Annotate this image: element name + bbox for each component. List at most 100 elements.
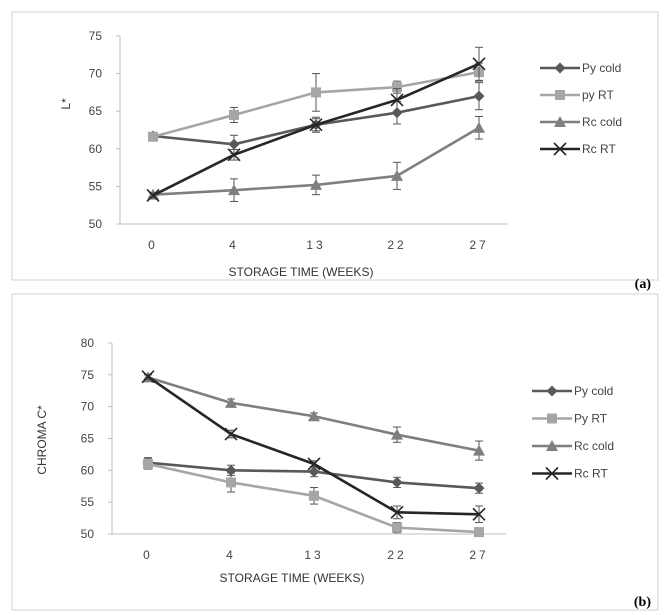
- panel-b-y-tick-label: 55: [81, 495, 95, 509]
- panel-b-chart: 50 55 60 65 70 75 80 0 4 13 22 27 STORAGE TIME (WEEK…: [11, 293, 659, 611]
- panel-a-legend-label: Py cold: [582, 61, 621, 75]
- panel-a-data-point: [310, 178, 322, 190]
- panel-a-data-point: [392, 82, 402, 93]
- panel-b-data-point: [226, 477, 236, 488]
- panel-b-data-point: [309, 490, 319, 501]
- panel-b-data-point-stroke-2: [307, 457, 321, 471]
- panel-b-y-tick-label: 50: [81, 527, 95, 541]
- panel-a-series-2: Rc cold: [147, 115, 622, 202]
- panel-a-data-point: [391, 169, 403, 181]
- panel-b-series-1: Py RT: [143, 412, 608, 538]
- panel-b-data-point: [390, 505, 404, 519]
- panel-b-series-2: Rc cold: [142, 371, 614, 461]
- panel-a-data-point-stroke-2: [227, 148, 241, 162]
- panel-a-x-tick-label: 4: [229, 238, 239, 252]
- panel-a-x-tick-label: 27: [469, 238, 488, 252]
- panel-a-x-tick-label: 22: [387, 238, 406, 252]
- panel-a-x-tick-label: 0: [148, 238, 158, 252]
- panel-b-data-point: [308, 466, 320, 478]
- panel-a-data-point: [391, 107, 403, 119]
- panel-b-data-point: [392, 522, 402, 533]
- panel-a-series-1: py RT: [148, 62, 614, 142]
- panel-a-series-3: Rc RT: [146, 46, 616, 202]
- panel-a-data-point: [390, 93, 404, 107]
- panel-b-data-point-stroke-2: [390, 505, 404, 519]
- panel-b-x-tick-label: 13: [304, 548, 323, 562]
- panel-b-data-point: [143, 458, 153, 469]
- panel-b-data-point: [308, 410, 320, 422]
- panel-b-legend-label: Rc cold: [574, 439, 614, 453]
- panel-b-data-point-stroke-2: [141, 370, 155, 384]
- panel-b-legend-marker: [547, 413, 557, 424]
- panel-b-border: [11, 293, 659, 611]
- panel-a-data-point-stroke-2: [309, 118, 323, 132]
- panel-a-data-point-stroke-2: [390, 93, 404, 107]
- panel-b-legend-label: Py RT: [574, 412, 608, 426]
- panel-a-data-point: [146, 188, 160, 202]
- panel-a-y-tick-label: 50: [89, 217, 103, 231]
- panel-b-data-point: [472, 507, 486, 521]
- panel-b-label: (b): [634, 595, 651, 610]
- panel-b-y-tick-label: 75: [81, 368, 95, 382]
- panel-a-y-axis-title: L*: [59, 98, 73, 110]
- panel-a-legend-marker: [555, 90, 565, 100]
- panel-b-legend-label: Py cold: [574, 384, 613, 398]
- panel-b-x-tick-label: 22: [387, 548, 406, 562]
- panel-a-data-point: [228, 138, 240, 150]
- panel-a-data-point: [148, 131, 158, 142]
- panel-a-data-point: [227, 148, 241, 162]
- panel-b-data-point: [473, 444, 485, 456]
- panel-b-x-tick-label: 0: [143, 548, 153, 562]
- panel-b-y-axis-title: CHROMA C*: [35, 405, 49, 475]
- panel-b-data-point: [391, 428, 403, 440]
- panel-a-y-tick-label: 55: [89, 179, 103, 193]
- panel-a-data-point: [311, 87, 321, 98]
- panel-a-legend-label: py RT: [582, 88, 614, 102]
- panel-b-legend-marker: [546, 440, 558, 451]
- panel-b-data-point-stroke-2: [472, 507, 486, 521]
- panel-b-legend-marker-stroke-2: [545, 466, 559, 481]
- panel-b-legend-marker: [545, 466, 559, 481]
- panel-a-y-tick-label: 70: [89, 67, 103, 81]
- panel-b-legend-marker: [546, 385, 558, 397]
- panel-b-legend-label: Rc RT: [574, 467, 608, 481]
- panel-b-y-tick-label: 80: [81, 336, 95, 350]
- panel-a-data-point-stroke-2: [472, 57, 486, 71]
- panel-a-data-point: [473, 121, 485, 133]
- panel-a-data-point: [229, 109, 239, 120]
- panel-b-y-tick-label: 60: [81, 463, 95, 477]
- panel-a-x-tick-label: 13: [306, 238, 325, 252]
- panel-b-data-point: [473, 482, 485, 494]
- panel-a-legend-marker: [553, 142, 567, 156]
- panel-a-chart: 50 55 60 65 70 75 0 4 13 22 27 STORAGE TIME (WEEKS)…: [11, 11, 659, 292]
- panel-a-border: [11, 11, 659, 281]
- panel-a-y-tick-label: 60: [89, 142, 103, 156]
- panel-b-data-point: [225, 396, 237, 408]
- panel-a-y-tick-label: 75: [89, 29, 103, 43]
- panel-a-data-point: [228, 184, 240, 196]
- panel-a-legend-marker: [554, 62, 566, 74]
- panel-b-y-tick-label: 65: [81, 432, 95, 446]
- panel-a-legend-label: Rc RT: [582, 142, 616, 156]
- panel-a-label: (a): [635, 277, 652, 292]
- panel-b-series-3: Rc RT: [141, 370, 608, 524]
- panel-b-data-point: [307, 457, 321, 471]
- panel-a-legend-label: Rc cold: [582, 115, 622, 129]
- panel-b-x-tick-label: 4: [226, 548, 236, 562]
- panel-b-y-tick-label: 70: [81, 400, 95, 414]
- panel-a-legend-marker-stroke-2: [553, 142, 567, 156]
- panel-b-data-point: [474, 527, 484, 538]
- panel-a-data-point: [472, 57, 486, 71]
- panel-a-data-point-stroke-2: [146, 188, 160, 202]
- panel-b-data-point-stroke-2: [224, 427, 238, 441]
- panel-b-data-point: [224, 427, 238, 441]
- panel-a-x-axis-title: STORAGE TIME (WEEKS): [229, 265, 374, 279]
- panel-a-data-point: [473, 90, 485, 102]
- panel-b-x-axis-title: STORAGE TIME (WEEKS): [220, 571, 365, 585]
- panel-b-data-point: [141, 370, 155, 384]
- panel-a-series-0: Py cold: [147, 61, 621, 154]
- panel-b-data-point: [391, 476, 403, 488]
- panel-a-data-point: [309, 118, 323, 132]
- panel-a-legend-marker: [554, 116, 566, 127]
